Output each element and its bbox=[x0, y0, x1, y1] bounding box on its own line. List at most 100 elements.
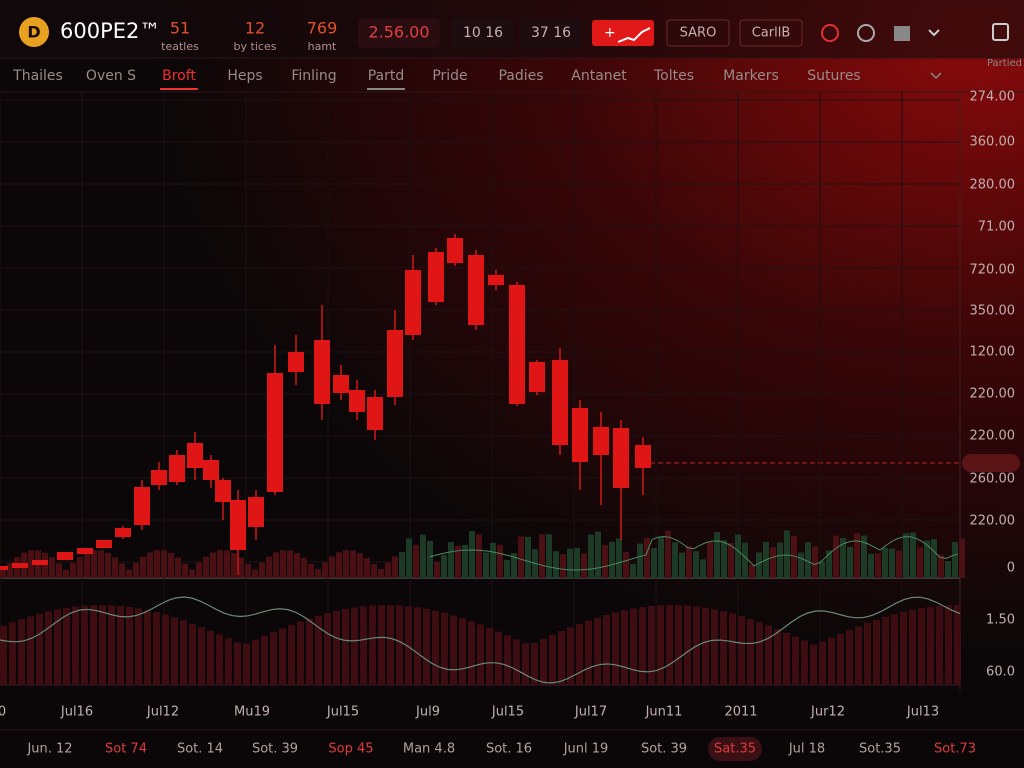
icon[interactable] bbox=[992, 23, 1009, 41]
indicator-bar bbox=[594, 617, 601, 685]
bottom-tab[interactable]: Sot 74 bbox=[105, 742, 147, 757]
icon[interactable] bbox=[894, 26, 910, 41]
bottom-tab[interactable]: Jul 18 bbox=[788, 742, 825, 757]
date-label: Jul16 bbox=[60, 705, 93, 720]
candle-body bbox=[267, 373, 283, 492]
nav-tab[interactable]: Sutures bbox=[807, 68, 860, 84]
candle-body bbox=[333, 375, 349, 393]
candle-body bbox=[593, 427, 609, 455]
volume-bar bbox=[203, 556, 209, 578]
icon[interactable] bbox=[857, 24, 875, 42]
bottom-tab[interactable]: Sot. 16 bbox=[486, 742, 532, 757]
volume-bar bbox=[749, 564, 755, 578]
nav-tab[interactable]: Partd bbox=[368, 68, 405, 84]
indicator-bar bbox=[198, 627, 205, 685]
volume-bar bbox=[714, 532, 720, 578]
bottom-tab[interactable]: Sat.35 bbox=[714, 742, 756, 757]
indicator-bar bbox=[558, 631, 565, 685]
volume-bar bbox=[462, 544, 468, 578]
indicator-bar bbox=[72, 606, 79, 685]
volume-bar bbox=[182, 563, 188, 578]
volume-bar bbox=[847, 546, 853, 578]
volume-bar bbox=[112, 557, 118, 578]
stat-label: teatles bbox=[161, 40, 199, 53]
volume-bar bbox=[448, 542, 454, 578]
bottom-tab[interactable]: Sot.35 bbox=[859, 742, 901, 757]
volume-bar bbox=[385, 562, 391, 578]
nav-tab[interactable]: Thailes bbox=[12, 68, 63, 84]
candle-body bbox=[187, 443, 203, 468]
price-label: 1.50 bbox=[986, 613, 1015, 628]
volume-bar bbox=[175, 557, 181, 578]
indicator-bar bbox=[585, 620, 592, 685]
volume-bar bbox=[154, 550, 160, 578]
button-label[interactable]: CarllB bbox=[752, 26, 791, 41]
nav-tab[interactable]: Oven S bbox=[86, 68, 136, 84]
indicator-bar bbox=[153, 612, 160, 685]
button-frame[interactable] bbox=[739, 19, 803, 47]
volume-bar bbox=[343, 550, 349, 578]
candle-body bbox=[12, 563, 28, 568]
volume-bar bbox=[406, 538, 412, 578]
button-frame[interactable] bbox=[666, 19, 730, 47]
date-label: Jul9 bbox=[415, 705, 440, 720]
nav-tab[interactable]: Broft bbox=[162, 68, 196, 84]
nav-tab[interactable]: Finling bbox=[291, 68, 336, 84]
nav-tab[interactable]: Pride bbox=[432, 68, 467, 84]
indicator-bar bbox=[243, 643, 250, 685]
indicator-bar bbox=[9, 622, 16, 685]
volume-bar bbox=[952, 541, 958, 578]
volume-bar bbox=[896, 550, 902, 578]
volume-bar bbox=[945, 561, 951, 578]
nav-tab[interactable]: Padies bbox=[498, 68, 543, 84]
date-label: Jul15 bbox=[326, 705, 359, 720]
nav-tab[interactable]: Antanet bbox=[571, 68, 627, 84]
bottom-tab[interactable]: Junl 19 bbox=[563, 742, 609, 757]
stat-value: 769 bbox=[307, 19, 338, 38]
volume-bar bbox=[196, 562, 202, 578]
date-label: 2011 bbox=[724, 705, 757, 720]
volume-bar bbox=[357, 553, 363, 578]
dropdown-icon[interactable] bbox=[928, 29, 940, 37]
bottom-tab[interactable]: Man 4.8 bbox=[403, 742, 455, 757]
indicator-bar bbox=[90, 605, 97, 685]
icon[interactable] bbox=[821, 24, 839, 42]
bottom-tab[interactable]: Sot. 14 bbox=[177, 742, 223, 757]
bottom-tab[interactable]: Sot. 39 bbox=[252, 742, 298, 757]
candle-body bbox=[488, 275, 504, 285]
nav-tab[interactable]: Markers bbox=[723, 68, 779, 84]
bottom-tab[interactable]: Sop 45 bbox=[328, 742, 373, 757]
indicator-bar bbox=[270, 632, 277, 685]
bottom-tab[interactable]: Sot. 39 bbox=[641, 742, 687, 757]
indicator-bar bbox=[792, 636, 799, 685]
price-label: 260.00 bbox=[970, 472, 1016, 487]
indicator-bar bbox=[162, 614, 169, 685]
volume-bar bbox=[840, 537, 846, 578]
nav-more[interactable] bbox=[930, 72, 942, 80]
indicator-bar bbox=[468, 621, 475, 685]
trade-button[interactable] bbox=[592, 20, 654, 46]
volume-bar bbox=[882, 547, 888, 578]
volume-line bbox=[429, 536, 959, 571]
indicator-bar bbox=[396, 605, 403, 685]
indicator-bar bbox=[603, 614, 610, 685]
indicator-bar bbox=[252, 639, 259, 685]
indicator-bar bbox=[288, 624, 295, 685]
volume-bar bbox=[595, 531, 601, 578]
nav-tab[interactable]: Heps bbox=[227, 68, 262, 84]
nav-tab[interactable]: Toltes bbox=[653, 68, 694, 84]
indicator-bar bbox=[207, 630, 214, 685]
indicator-bar bbox=[387, 605, 394, 685]
price-label: 720.00 bbox=[970, 263, 1016, 278]
candle-body bbox=[77, 548, 93, 554]
candle-body bbox=[57, 552, 73, 560]
indicator-bar bbox=[450, 615, 457, 685]
volume-bar bbox=[833, 535, 839, 578]
button-label[interactable]: SARO bbox=[680, 26, 717, 41]
bottom-tab[interactable]: Jun. 12 bbox=[26, 742, 72, 757]
bottom-tab[interactable]: Sot.73 bbox=[934, 742, 976, 757]
volume-bar bbox=[0, 570, 6, 578]
trade-plus: + bbox=[604, 25, 616, 41]
volume-bar bbox=[84, 552, 90, 578]
